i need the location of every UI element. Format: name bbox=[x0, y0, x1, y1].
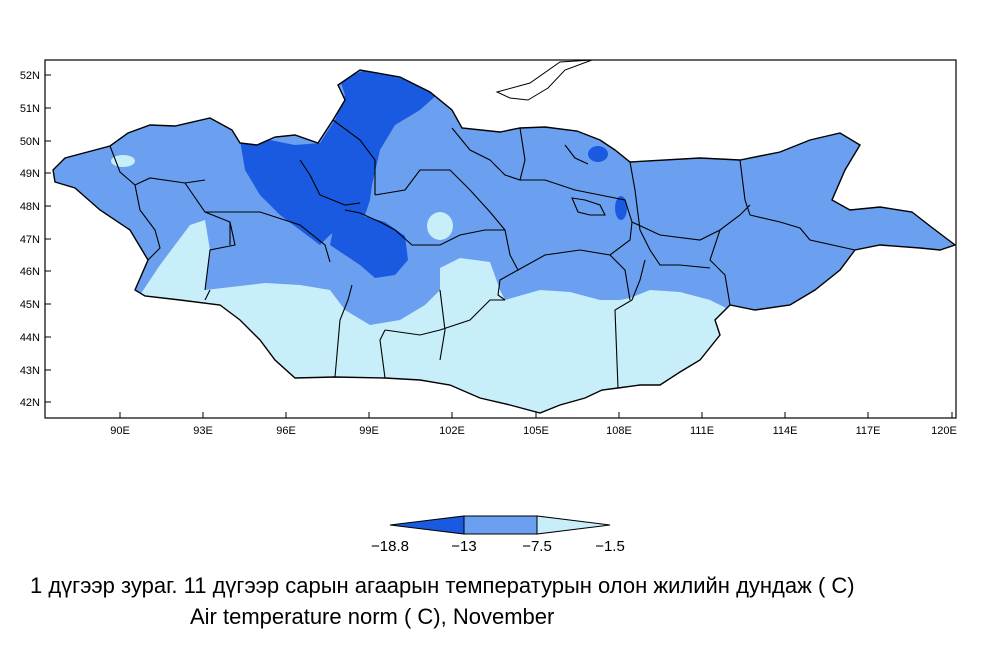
lat-tick-label: 49N bbox=[20, 168, 40, 180]
lon-tick-label: 120E bbox=[931, 425, 957, 437]
lon-tick-label: 105E bbox=[523, 425, 549, 437]
lat-tick-label: 52N bbox=[20, 70, 40, 82]
legend-label: −1.5 bbox=[595, 538, 625, 555]
lat-tick-label: 46N bbox=[20, 266, 40, 278]
color-legend: −18.8 −13 −7.5 −1.5 bbox=[371, 515, 625, 555]
zone-coldest-center bbox=[330, 215, 408, 278]
zone-mild-patch-center bbox=[427, 212, 453, 240]
lon-tick-label: 108E bbox=[606, 425, 632, 437]
lon-tick-label: 96E bbox=[276, 425, 296, 437]
lon-tick-label: 111E bbox=[690, 425, 714, 437]
lat-tick-label: 50N bbox=[20, 136, 40, 148]
caption-english: Air temperature norm ( С), November bbox=[190, 604, 555, 629]
lon-axis: 90E 93E 96E 99E 102E 105E 108E 111E 114E… bbox=[110, 412, 957, 437]
lat-tick-label: 47N bbox=[20, 234, 40, 246]
legend-label: −7.5 bbox=[522, 538, 552, 555]
lat-tick-label: 44N bbox=[20, 332, 40, 344]
lat-tick-label: 43N bbox=[20, 365, 40, 377]
legend-swatch-cold bbox=[463, 515, 538, 535]
national-border bbox=[52, 69, 957, 414]
lon-tick-label: 90E bbox=[110, 425, 130, 437]
lat-tick-label: 51N bbox=[20, 103, 40, 115]
lon-tick-label: 93E bbox=[193, 425, 213, 437]
legend-swatch-mild bbox=[536, 515, 611, 535]
lon-tick-label: 102E bbox=[439, 425, 465, 437]
province-borders bbox=[109, 119, 856, 389]
zone-coldest-patch-khentii bbox=[588, 146, 608, 162]
lat-tick-label: 48N bbox=[20, 201, 40, 213]
zone-coldest-north bbox=[240, 70, 440, 245]
lat-tick-label: 45N bbox=[20, 299, 40, 311]
baikal-outline bbox=[495, 59, 593, 101]
caption-mongolian: 1 дүгээр зураг. 11 дүгээр сарын агаарын … bbox=[30, 573, 855, 598]
lon-tick-label: 114E bbox=[773, 425, 798, 437]
legend-label: −13 bbox=[451, 538, 476, 555]
lon-tick-label: 117E bbox=[856, 425, 881, 437]
legend-label: −18.8 bbox=[371, 538, 409, 555]
legend-swatch-coldest bbox=[389, 515, 465, 535]
lat-tick-label: 42N bbox=[20, 397, 40, 409]
lon-tick-label: 99E bbox=[359, 425, 379, 437]
zone-coldest-patch-east bbox=[615, 196, 627, 220]
lat-axis: 42N 43N 44N 45N 46N 47N 48N 49N 50N 51N … bbox=[20, 70, 51, 409]
